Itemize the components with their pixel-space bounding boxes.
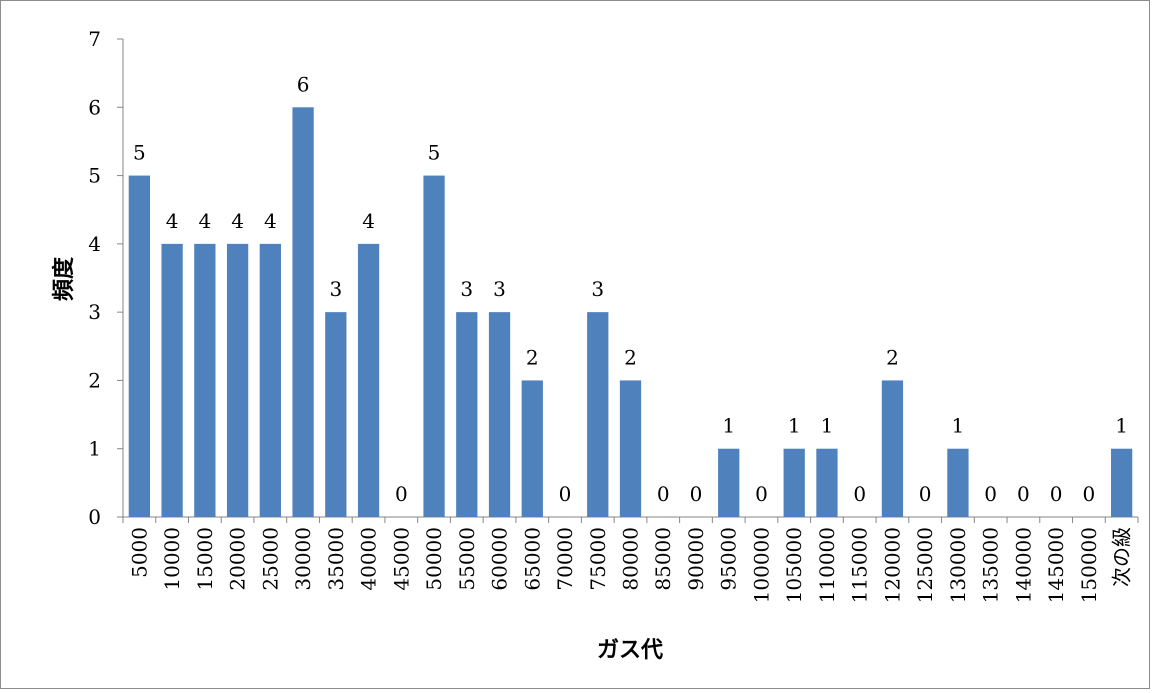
data-label: 4	[231, 209, 244, 233]
x-tick-label: 130000	[946, 527, 970, 603]
x-tick-label: 70000	[553, 527, 577, 591]
y-tick-label: 2	[88, 368, 101, 392]
x-tick-label: 60000	[488, 527, 512, 591]
x-tick-label: 50000	[422, 527, 446, 591]
bar	[423, 175, 445, 518]
data-label: 1	[788, 414, 801, 438]
data-label: 2	[624, 345, 637, 369]
data-label: 6	[297, 72, 310, 96]
data-label: 0	[657, 482, 670, 506]
x-tick-label: 120000	[880, 527, 904, 603]
y-tick-label: 4	[88, 232, 101, 256]
y-axis: 0 1 2 3 4 5 6 7	[88, 27, 124, 529]
y-tick-label: 3	[88, 300, 101, 324]
x-tick-label: 30000	[291, 527, 315, 591]
x-tick-label: 140000	[1011, 527, 1035, 603]
data-label: 0	[1017, 482, 1030, 506]
bar	[292, 107, 314, 518]
x-tick-label: 75000	[586, 527, 610, 591]
x-tick-label: 10000	[160, 527, 184, 591]
x-tick-label: 125000	[913, 527, 937, 603]
data-label: 0	[559, 482, 572, 506]
x-tick-label: 95000	[717, 527, 741, 591]
x-tick-label: 55000	[455, 527, 479, 591]
x-axis: 5000 10000 15000 20000 25000 30000 35000 40000 4…	[122, 516, 1139, 603]
data-label: 2	[886, 345, 899, 369]
data-label: 4	[264, 209, 277, 233]
x-tick-label: 40000	[357, 527, 381, 591]
bar	[456, 312, 478, 517]
x-tick-label: 85000	[651, 527, 675, 591]
data-label: 4	[362, 209, 375, 233]
bar	[259, 243, 281, 517]
data-label: 3	[329, 277, 342, 301]
data-label: 4	[166, 209, 179, 233]
data-label: 2	[526, 345, 539, 369]
bar	[128, 175, 151, 518]
data-label: 1	[821, 414, 834, 438]
x-tick-label: 15000	[193, 527, 217, 591]
bar	[816, 448, 838, 517]
y-tick-label: 7	[88, 27, 101, 51]
bar	[194, 243, 216, 517]
data-label: 0	[690, 482, 703, 506]
bar	[1110, 448, 1133, 517]
x-tick-label: 150000	[1077, 527, 1101, 603]
y-tick-label: 1	[88, 437, 101, 461]
bar	[357, 243, 380, 517]
bar	[488, 312, 511, 517]
x-tick-label: 80000	[619, 527, 643, 591]
data-label: 4	[198, 209, 211, 233]
x-tick-label: 20000	[226, 527, 250, 591]
bar	[521, 380, 543, 517]
data-label: 1	[952, 414, 965, 438]
x-tick-label: 115000	[848, 527, 872, 603]
x-tick-label: 35000	[324, 527, 348, 591]
data-label: 3	[591, 277, 604, 301]
data-label: 1	[722, 414, 735, 438]
bar	[325, 312, 347, 517]
bar	[881, 380, 904, 517]
data-label: 0	[853, 482, 866, 506]
data-label: 3	[493, 277, 506, 301]
x-tick-label: 90000	[684, 527, 708, 591]
data-label: 5	[428, 141, 441, 165]
data-label: 0	[1050, 482, 1063, 506]
bar	[587, 312, 609, 517]
data-label: 0	[1083, 482, 1096, 506]
y-tick-label: 0	[88, 505, 101, 529]
y-axis-title: 頻度	[51, 256, 77, 301]
data-label: 0	[919, 482, 932, 506]
data-label: 3	[460, 277, 473, 301]
data-label: 5	[133, 141, 146, 165]
x-tick-label: 5000	[127, 527, 151, 578]
x-tick-label: 110000	[815, 527, 839, 603]
x-tick-label: 65000	[520, 527, 544, 591]
x-tick-label: 次の級	[1110, 527, 1134, 587]
bar	[783, 448, 805, 517]
x-tick-label: 145000	[1044, 527, 1068, 603]
data-label: 0	[984, 482, 997, 506]
data-label: 1	[1115, 414, 1128, 438]
x-tick-label: 135000	[979, 527, 1003, 603]
bar	[947, 448, 969, 517]
bar	[619, 380, 642, 517]
x-axis-title: ガス代	[597, 638, 663, 663]
y-tick-label: 6	[88, 95, 101, 119]
data-label: 0	[755, 482, 768, 506]
data-label: 0	[395, 482, 408, 506]
x-tick-label: 100000	[749, 527, 773, 603]
bar	[718, 448, 740, 517]
bar	[161, 243, 183, 517]
bars	[128, 107, 1133, 518]
y-tick-label: 5	[88, 164, 101, 188]
x-tick-label: 45000	[389, 527, 413, 591]
x-tick-label: 105000	[782, 527, 806, 603]
x-tick-label: 25000	[258, 527, 282, 591]
bar	[226, 243, 249, 517]
